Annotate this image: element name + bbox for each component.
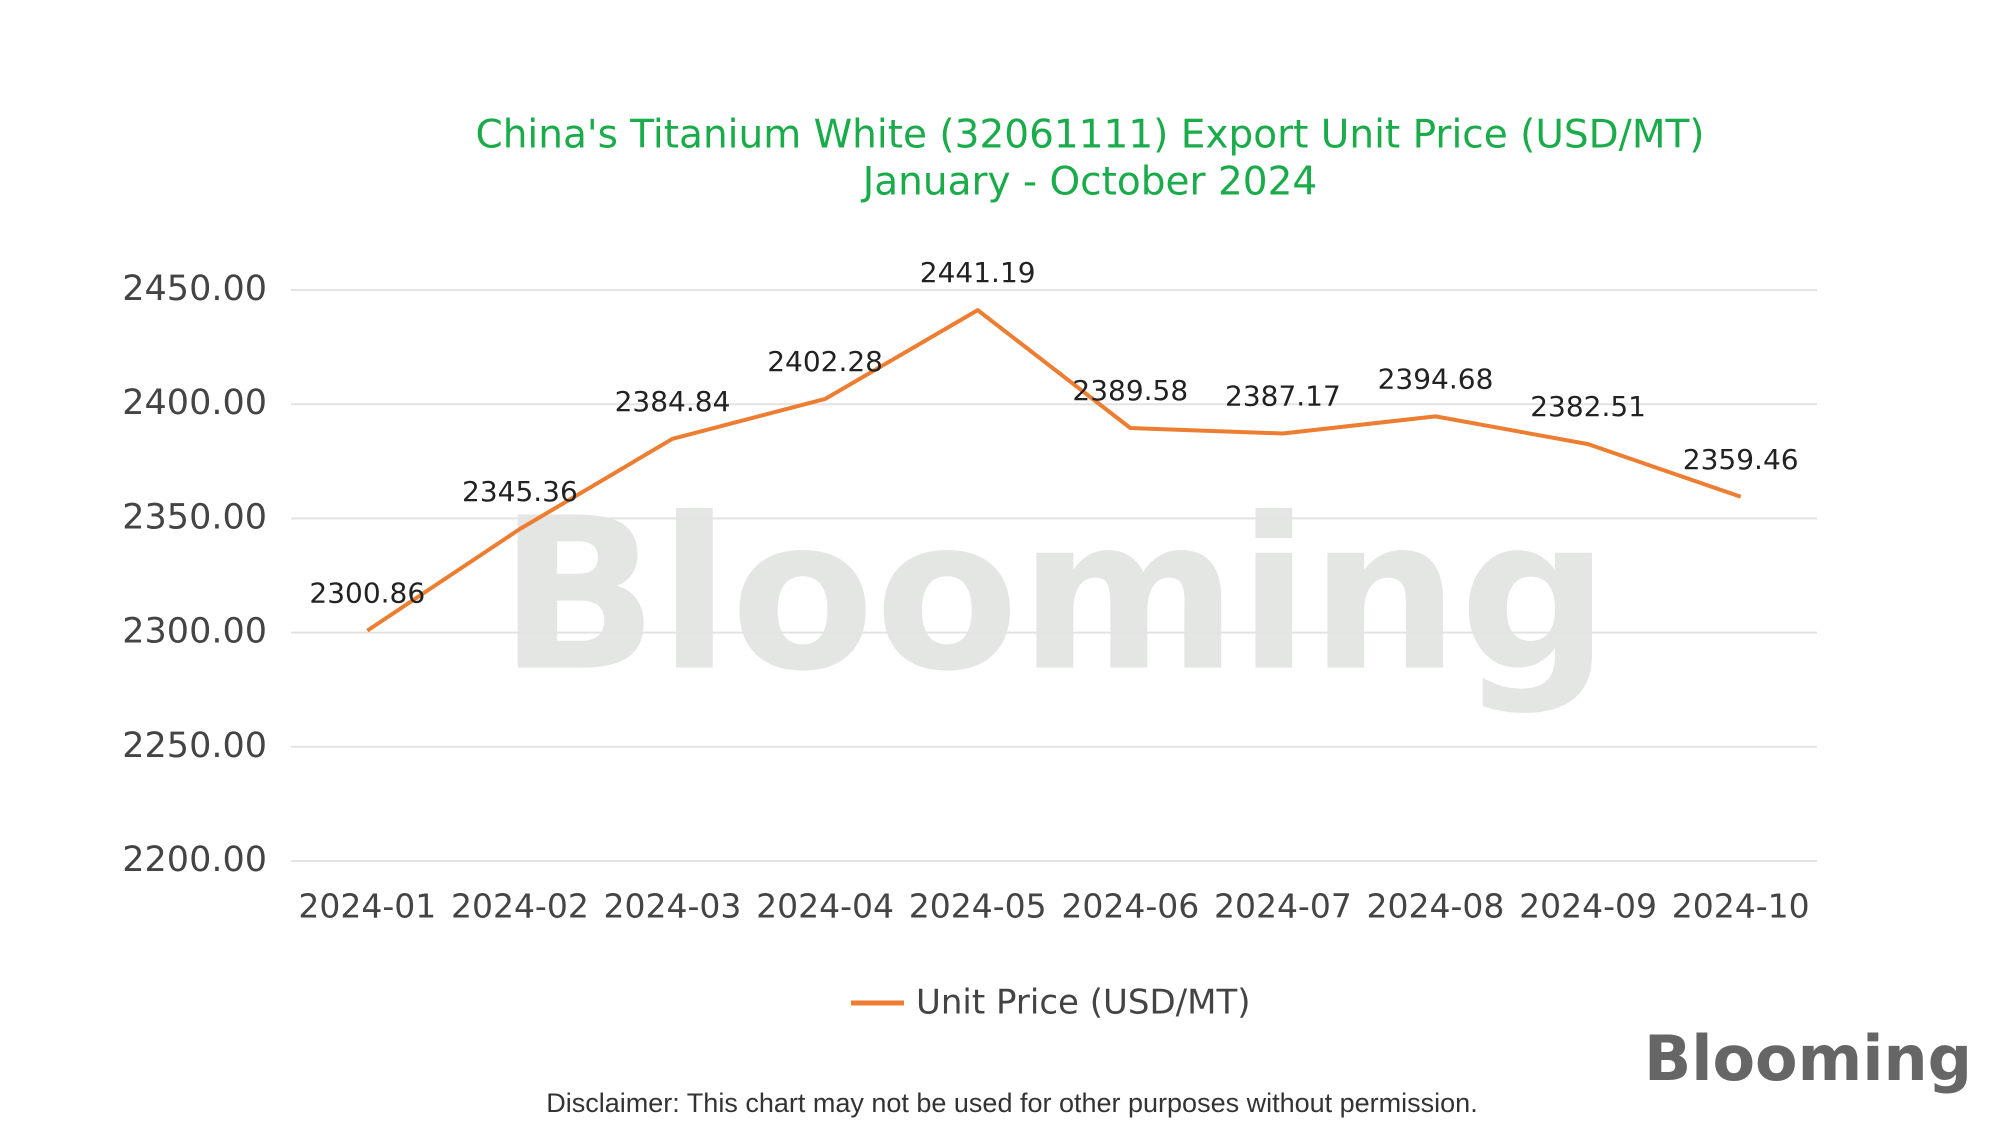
line (366, 308, 1742, 633)
y-tick-label: 2350.00 (122, 497, 267, 537)
data-label: 2394.68 (1378, 362, 1494, 395)
x-tick-label: 2024-10 (1672, 887, 1810, 926)
x-tick-label: 2024-06 (1061, 887, 1199, 926)
y-tick-label: 2300.00 (122, 612, 267, 652)
y-tick-label: 2200.00 (122, 840, 267, 880)
legend-label: Unit Price (USD/MT) (916, 983, 1251, 1023)
chart-subtitle: January - October 2024 (860, 160, 1317, 205)
data-label: 2441.19 (920, 256, 1036, 289)
data-label: 2382.51 (1530, 390, 1646, 423)
x-tick-label: 2024-07 (1214, 887, 1352, 926)
y-tick-label: 2400.00 (122, 383, 267, 423)
x-tick-label: 2024-08 (1367, 887, 1505, 926)
y-tick-label: 2450.00 (122, 269, 267, 309)
x-tick-label: 2024-03 (604, 887, 742, 926)
x-tick-label: 2024-09 (1519, 887, 1657, 926)
data-label: 2359.46 (1683, 443, 1799, 476)
y-tick-label: 2250.00 (122, 726, 267, 766)
data-label: 2389.58 (1072, 374, 1188, 407)
disclaimer: Disclaimer: This chart may not be used f… (546, 1088, 1477, 1118)
data-label: 2387.17 (1225, 380, 1341, 413)
x-tick-label: 2024-05 (909, 887, 1047, 926)
x-tick-label: 2024-04 (756, 887, 894, 926)
data-label: 2402.28 (767, 345, 883, 378)
watermark: Blooming (498, 473, 1609, 718)
data-label: 2384.84 (615, 385, 731, 418)
chart-title: China's Titanium White (32061111) Export… (475, 113, 1704, 158)
x-tick-label: 2024-01 (298, 887, 436, 926)
data-label: 2300.86 (309, 577, 425, 610)
logo: Blooming (1644, 1022, 1972, 1095)
x-tick-label: 2024-02 (451, 887, 589, 926)
data-label: 2345.36 (462, 475, 578, 508)
